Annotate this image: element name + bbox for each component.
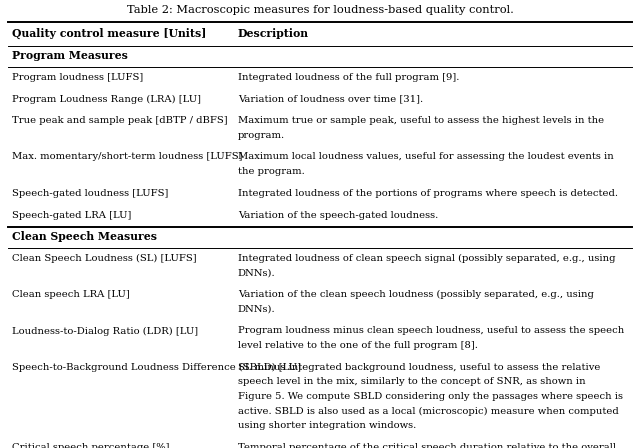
Text: the program.: the program. xyxy=(237,167,305,176)
Text: Critical speech percentage [%]: Critical speech percentage [%] xyxy=(12,443,169,448)
Text: SL minus integrated background loudness, useful to assess the relative: SL minus integrated background loudness,… xyxy=(237,363,600,372)
Text: Program Measures: Program Measures xyxy=(12,50,127,61)
Text: Speech-gated loudness [LUFS]: Speech-gated loudness [LUFS] xyxy=(12,189,168,198)
Text: level relative to the one of the full program [8].: level relative to the one of the full pr… xyxy=(237,341,477,350)
Text: Program Loudness Range (LRA) [LU]: Program Loudness Range (LRA) [LU] xyxy=(12,95,201,103)
Text: using shorter integration windows.: using shorter integration windows. xyxy=(237,421,416,430)
Text: Integrated loudness of clean speech signal (possibly separated, e.g., using: Integrated loudness of clean speech sign… xyxy=(237,254,615,263)
Text: DNNs).: DNNs). xyxy=(237,305,275,314)
Text: Speech-to-Background Loudness Difference (SBLD) [LU]: Speech-to-Background Loudness Difference… xyxy=(12,363,301,372)
Text: Integrated loudness of the portions of programs where speech is detected.: Integrated loudness of the portions of p… xyxy=(237,189,618,198)
Text: program.: program. xyxy=(237,131,285,140)
Text: Loudness-to-Dialog Ratio (LDR) [LU]: Loudness-to-Dialog Ratio (LDR) [LU] xyxy=(12,327,198,336)
Text: Quality control measure [Units]: Quality control measure [Units] xyxy=(12,28,206,39)
Text: Program loudness [LUFS]: Program loudness [LUFS] xyxy=(12,73,143,82)
Text: Maximum true or sample peak, useful to assess the highest levels in the: Maximum true or sample peak, useful to a… xyxy=(237,116,604,125)
Text: Speech-gated LRA [LU]: Speech-gated LRA [LU] xyxy=(12,211,131,220)
Text: active. SBLD is also used as a local (microscopic) measure when computed: active. SBLD is also used as a local (mi… xyxy=(237,406,618,416)
Text: Temporal percentage of the critical speech duration relative to the overall: Temporal percentage of the critical spee… xyxy=(237,443,616,448)
Text: Figure 5. We compute SBLD considering only the passages where speech is: Figure 5. We compute SBLD considering on… xyxy=(237,392,623,401)
Text: Clean Speech Measures: Clean Speech Measures xyxy=(12,231,157,242)
Text: Max. momentary/short-term loudness [LUFS]: Max. momentary/short-term loudness [LUFS… xyxy=(12,152,242,161)
Text: Description: Description xyxy=(237,28,308,39)
Text: Clean Speech Loudness (SL) [LUFS]: Clean Speech Loudness (SL) [LUFS] xyxy=(12,254,196,263)
Text: speech level in the mix, similarly to the concept of SNR, as shown in: speech level in the mix, similarly to th… xyxy=(237,377,585,386)
Text: Program loudness minus clean speech loudness, useful to assess the speech: Program loudness minus clean speech loud… xyxy=(237,327,624,336)
Text: Table 2: Macroscopic measures for loudness-based quality control.: Table 2: Macroscopic measures for loudne… xyxy=(127,5,513,15)
Text: Integrated loudness of the full program [9].: Integrated loudness of the full program … xyxy=(237,73,459,82)
Text: True peak and sample peak [dBTP / dBFS]: True peak and sample peak [dBTP / dBFS] xyxy=(12,116,227,125)
Text: Maximum local loudness values, useful for assessing the loudest events in: Maximum local loudness values, useful fo… xyxy=(237,152,613,161)
Text: DNNs).: DNNs). xyxy=(237,268,275,277)
Text: Variation of the clean speech loudness (possibly separated, e.g., using: Variation of the clean speech loudness (… xyxy=(237,290,593,299)
Text: Variation of loudness over time [31].: Variation of loudness over time [31]. xyxy=(237,95,423,103)
Text: Clean speech LRA [LU]: Clean speech LRA [LU] xyxy=(12,290,129,299)
Text: Variation of the speech-gated loudness.: Variation of the speech-gated loudness. xyxy=(237,211,438,220)
